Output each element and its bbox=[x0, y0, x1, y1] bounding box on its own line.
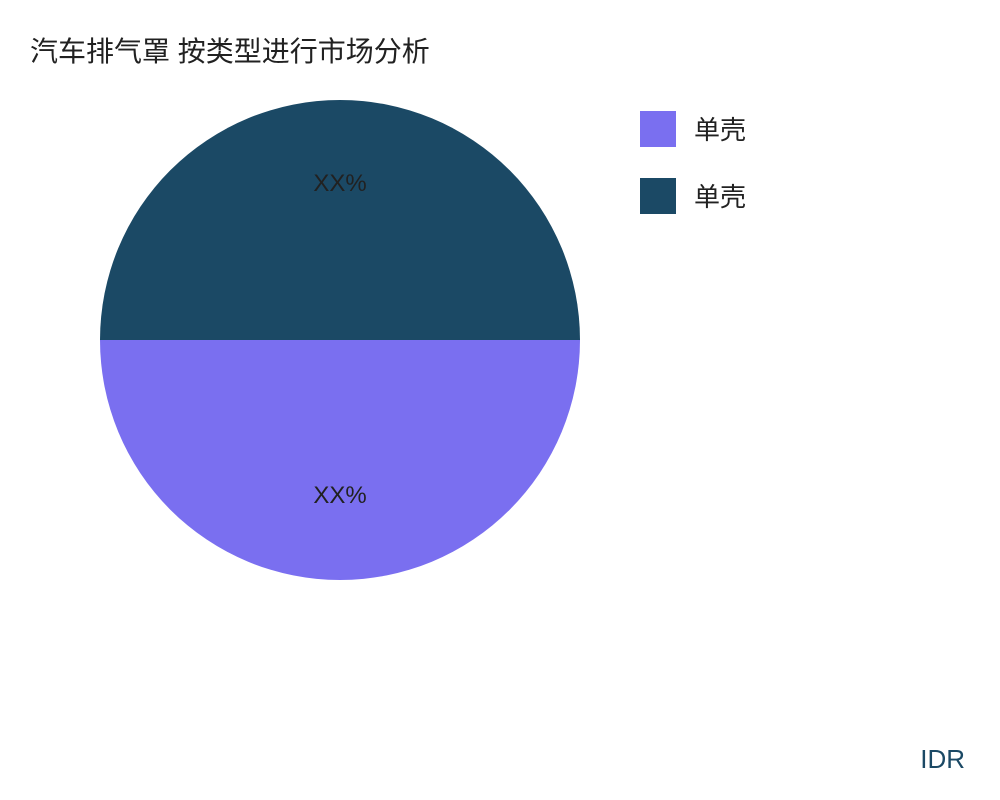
pie-chart: XX% XX% bbox=[100, 100, 580, 580]
legend-item: 单壳 bbox=[640, 177, 746, 214]
legend-swatch bbox=[640, 178, 676, 214]
legend-swatch bbox=[640, 111, 676, 147]
legend-label: 单壳 bbox=[694, 177, 746, 214]
watermark-text: IDR bbox=[920, 744, 965, 775]
legend-item: 单壳 bbox=[640, 110, 746, 147]
chart-legend: 单壳 单壳 bbox=[640, 110, 746, 244]
legend-label: 单壳 bbox=[694, 110, 746, 147]
chart-title: 汽车排气罩 按类型进行市场分析 bbox=[30, 30, 430, 70]
slice-label-top: XX% bbox=[313, 170, 366, 198]
slice-label-bottom: XX% bbox=[313, 482, 366, 510]
